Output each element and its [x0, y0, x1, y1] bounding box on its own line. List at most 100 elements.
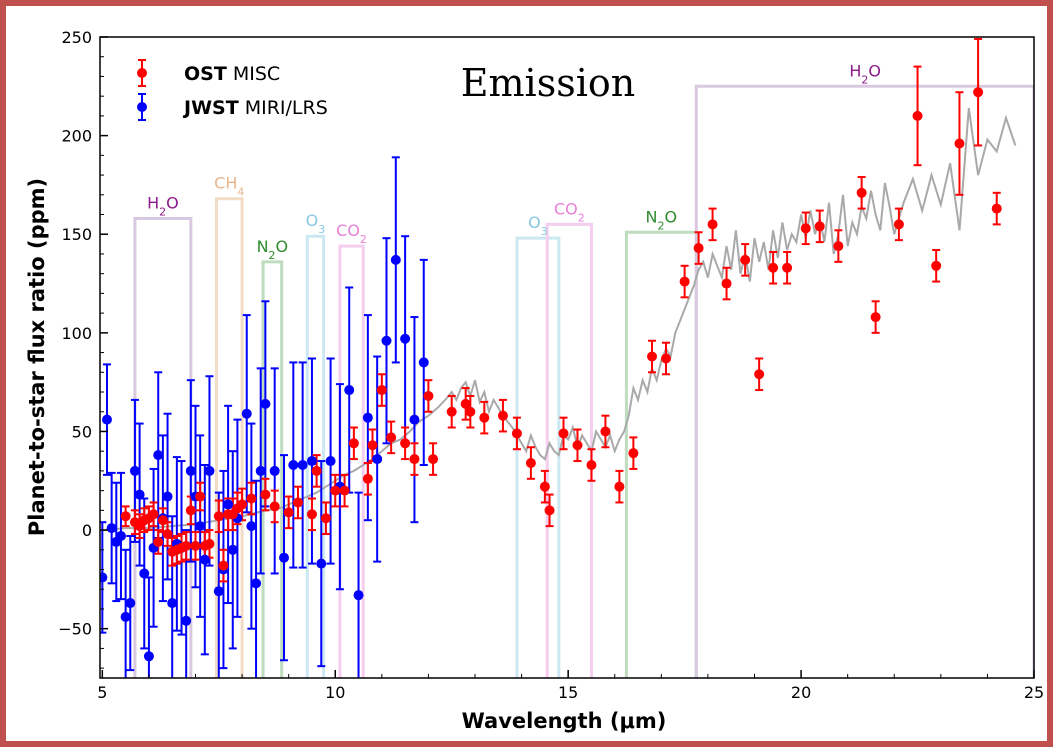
- legend-marker: [137, 68, 147, 78]
- jwst-point: [204, 465, 215, 476]
- ost-point: [446, 406, 457, 417]
- jwst-point: [409, 414, 420, 425]
- ost-point: [511, 428, 522, 439]
- ost-point: [204, 538, 215, 549]
- ost-point: [693, 243, 704, 254]
- ost-point: [893, 219, 904, 230]
- jwst-point: [101, 414, 112, 425]
- ost-point: [707, 219, 718, 230]
- jwst-point: [306, 456, 317, 467]
- jwst-point: [241, 408, 252, 419]
- jwst-point: [390, 254, 401, 265]
- band-label-8: H2O: [849, 61, 881, 86]
- x-tick-label: 25: [1024, 683, 1044, 702]
- ost-point: [628, 448, 639, 459]
- ost-point: [870, 312, 881, 323]
- ost-point: [460, 398, 471, 409]
- ost-point: [721, 278, 732, 289]
- ost-point: [195, 491, 206, 502]
- jwst-point: [125, 598, 136, 609]
- ost-point: [954, 138, 965, 149]
- jwst-point: [344, 385, 355, 396]
- band-label-5: O3: [528, 213, 548, 238]
- legend-entry-1: JWST MIRI/LRS: [137, 93, 328, 121]
- ost-point: [218, 560, 229, 571]
- ost-point: [539, 481, 550, 492]
- jwst-point: [120, 611, 131, 622]
- band-label-6: CO2: [554, 199, 585, 224]
- y-tick-label: 250: [61, 28, 92, 47]
- jwst-point: [260, 398, 271, 409]
- jwst-point: [418, 357, 429, 368]
- ost-point: [153, 536, 164, 547]
- ost-point: [213, 511, 224, 522]
- ost-point: [386, 432, 397, 443]
- jwst-point: [162, 491, 173, 502]
- jwst-point: [255, 465, 266, 476]
- ost-point: [157, 515, 168, 526]
- ost-point: [525, 458, 536, 469]
- ost-point: [479, 412, 490, 423]
- ost-point: [740, 254, 751, 265]
- ost-point: [544, 505, 555, 516]
- ost-point: [814, 221, 825, 232]
- band-label-1: CH4: [214, 174, 244, 199]
- x-axis-title: Wavelength (μm): [462, 709, 667, 733]
- jwst-point: [325, 456, 336, 467]
- legend-label: JWST MIRI/LRS: [182, 97, 328, 119]
- ost-point: [754, 369, 765, 380]
- jwst-point: [362, 412, 373, 423]
- x-tick-label: 20: [791, 683, 811, 702]
- legend-marker: [137, 102, 147, 112]
- jwst-point: [316, 558, 327, 569]
- band-label-7: N2O: [646, 207, 678, 232]
- jwst-point: [288, 459, 299, 470]
- ost-point: [376, 385, 387, 396]
- ost-point: [339, 485, 350, 496]
- ost-point: [782, 262, 793, 273]
- ost-point: [572, 440, 583, 451]
- ost-point: [162, 529, 173, 540]
- ost-point: [400, 438, 411, 449]
- band-5: [515, 236, 561, 678]
- jwst-point: [297, 459, 308, 470]
- jwst-point: [167, 598, 178, 609]
- jwst-point: [381, 335, 392, 346]
- jwst-point: [195, 521, 206, 532]
- ost-point: [185, 505, 196, 516]
- band-label-3: O3: [306, 211, 326, 236]
- ost-point: [362, 473, 373, 484]
- jwst-point: [115, 530, 126, 541]
- legend-label: OST MISC: [184, 63, 280, 85]
- ost-point: [283, 507, 294, 518]
- data-points: [100, 87, 1002, 662]
- ost-point: [973, 87, 984, 98]
- ost-point: [614, 481, 625, 492]
- jwst-point: [246, 521, 257, 532]
- jwst-point: [251, 578, 262, 589]
- jwst-point: [100, 572, 108, 583]
- chart-title: Emission: [461, 61, 635, 105]
- x-tick-label: 10: [325, 683, 345, 702]
- band-3: [305, 234, 326, 678]
- ost-point: [497, 410, 508, 421]
- ost-point: [600, 426, 611, 437]
- ost-point: [120, 511, 131, 522]
- ost-point: [269, 501, 280, 512]
- error-bars: [100, 37, 1001, 678]
- jwst-point: [227, 544, 238, 555]
- jwst-point: [153, 450, 164, 461]
- ost-point: [260, 489, 271, 500]
- ost-point: [423, 390, 434, 401]
- jwst-point: [213, 586, 224, 597]
- absorption-bands: [133, 84, 1034, 678]
- y-tick-label: 0: [82, 521, 92, 540]
- y-tick-label: 50: [72, 422, 92, 441]
- band-8: [694, 84, 1034, 678]
- jwst-point: [223, 499, 234, 510]
- legend: OST MISC JWST MIRI/LRS: [137, 59, 328, 121]
- ost-point: [586, 459, 597, 470]
- band-label-0: H2O: [147, 193, 179, 218]
